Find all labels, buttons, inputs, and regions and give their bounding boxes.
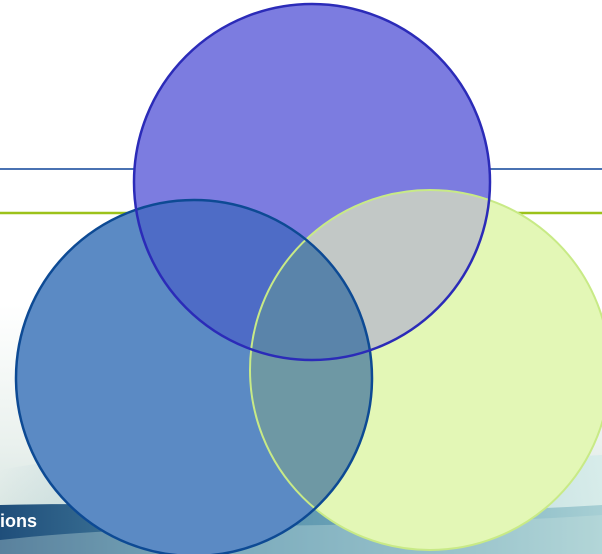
top-circle-outline xyxy=(132,2,492,362)
right-circle-outline xyxy=(249,189,602,551)
footer-label: ions xyxy=(0,511,38,531)
left-circle-outline xyxy=(14,198,374,554)
center-overlap xyxy=(250,200,372,360)
